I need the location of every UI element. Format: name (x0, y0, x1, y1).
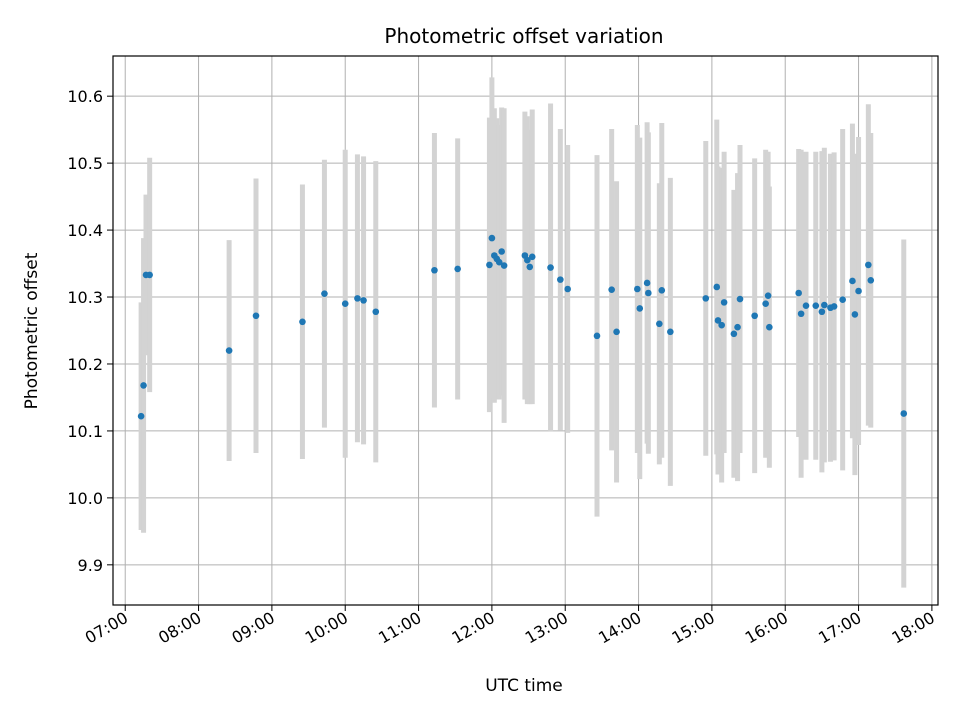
data-point (821, 301, 828, 309)
x-tick-label: 14:00 (595, 608, 644, 648)
data-point (524, 256, 531, 264)
data-point (608, 286, 615, 293)
data-point (702, 295, 710, 302)
data-point (818, 308, 826, 316)
plot-frame (112, 55, 939, 606)
x-tick-label: 13:00 (522, 608, 571, 648)
data-point (431, 266, 438, 274)
data-point (751, 312, 758, 320)
data-point (849, 277, 856, 285)
y-axis-title: Photometric offset (22, 252, 42, 409)
data-point (718, 321, 725, 329)
y-tick-label: 10.1 (67, 422, 103, 441)
data-point (720, 299, 728, 306)
data-point (762, 300, 769, 308)
x-tick-label: 15:00 (668, 608, 717, 648)
data-point (593, 332, 601, 340)
data-point (667, 328, 674, 336)
data-point (900, 410, 908, 417)
x-axis: 07:00 08:00 09:00 10:00 11:00 12:00 13:00 14:00… (82, 605, 938, 648)
data-point (454, 265, 461, 273)
data-point (299, 318, 306, 326)
data-point (867, 276, 875, 284)
data-point (714, 317, 722, 324)
y-tick-label: 10.0 (67, 489, 103, 508)
data-point (636, 305, 644, 312)
y-tick-label: 9.9 (78, 556, 103, 575)
data-point (797, 310, 805, 318)
data-point (140, 382, 147, 389)
data-point (557, 276, 564, 283)
y-tick-label: 10.6 (67, 87, 103, 106)
data-point (713, 283, 721, 291)
data-point (495, 258, 503, 266)
data-point (634, 285, 641, 293)
data-point (225, 347, 233, 354)
error-bars (138, 77, 907, 588)
x-tick-label: 08:00 (155, 608, 204, 648)
y-tick-label: 10.3 (67, 288, 103, 307)
data-point (488, 234, 496, 242)
x-tick-label: 07:00 (82, 608, 131, 648)
data-point (730, 330, 738, 338)
data-point (658, 287, 666, 294)
data-point (321, 290, 328, 297)
data-point (146, 271, 153, 279)
data-point (736, 295, 744, 303)
x-tick-label: 17:00 (815, 608, 864, 648)
x-axis-title: UTC time (485, 676, 563, 696)
chart-title: Photometric offset variation (384, 24, 663, 48)
data-point (564, 285, 571, 293)
x-tick-label: 18:00 (888, 608, 937, 648)
data-point (528, 253, 536, 261)
data-point (498, 248, 505, 255)
x-tick-label: 10:00 (302, 608, 351, 648)
data-point (613, 328, 620, 336)
data-point (839, 296, 846, 304)
data-point (645, 289, 652, 297)
y-tick-label: 10.4 (67, 221, 103, 240)
x-tick-label: 16:00 (742, 608, 791, 648)
data-point (830, 303, 838, 310)
x-tick-label: 11:00 (375, 608, 424, 648)
y-axis: 9.9 10.0 10.1 10.2 10.3 10.4 10.5 10.6 (67, 87, 113, 575)
data-point (855, 287, 862, 295)
data-point (812, 302, 820, 310)
data-point (500, 262, 508, 269)
y-tick-label: 10.5 (67, 154, 103, 173)
data-point (360, 297, 367, 304)
x-tick-label: 12:00 (448, 608, 497, 648)
data-point (802, 302, 810, 310)
data-point (526, 263, 534, 271)
data-point (795, 289, 802, 297)
data-point (354, 295, 361, 302)
data-point (137, 412, 145, 420)
data-points (137, 234, 908, 420)
data-point (656, 320, 663, 328)
data-point (734, 323, 741, 331)
x-tick-label: 09:00 (228, 608, 277, 648)
data-point (341, 300, 349, 308)
data-point (764, 292, 772, 299)
data-point (372, 308, 380, 316)
y-tick-label: 10.2 (67, 355, 103, 374)
data-point (486, 261, 493, 269)
data-point (865, 261, 872, 269)
data-point (547, 264, 554, 271)
data-point (252, 312, 260, 320)
data-point (766, 323, 773, 331)
data-point (851, 311, 859, 318)
data-point (643, 279, 651, 287)
